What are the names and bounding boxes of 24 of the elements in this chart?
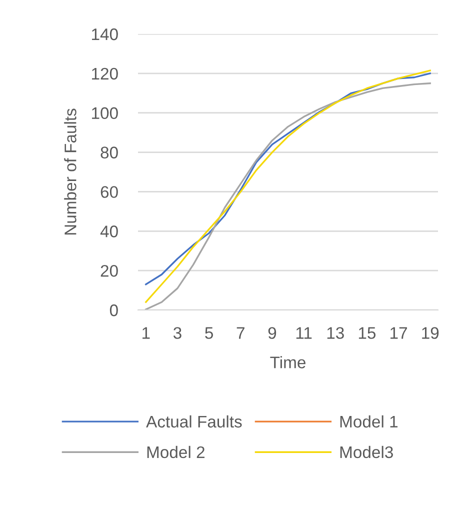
y-tick-label: 140: [92, 28, 118, 40]
y-tick-label: 0: [110, 304, 118, 316]
y-tick-label: 60: [100, 186, 118, 198]
legend-label: Model3: [340, 446, 393, 458]
y-tick-label: 40: [100, 226, 118, 238]
x-tick-label: 11: [296, 327, 312, 339]
x-tick-label: 17: [390, 327, 407, 339]
y-tick-label: 120: [92, 68, 118, 80]
legend-label: Model 2: [147, 446, 204, 458]
x-tick-label: 9: [268, 327, 276, 339]
y-axis-title: Number of Faults: [64, 108, 76, 235]
x-tick-label: 1: [142, 327, 150, 339]
x-axis-title: Time: [270, 356, 306, 368]
legend-label: Model 1: [340, 415, 398, 428]
x-tick-label: 13: [327, 327, 344, 339]
x-tick-label: 19: [422, 327, 439, 339]
y-tick-label: 80: [100, 146, 118, 158]
y-tick-label: 100: [92, 107, 118, 120]
x-tick-label: 15: [358, 327, 376, 339]
legend-label: Actual Faults: [146, 415, 242, 428]
x-tick-label: 7: [236, 327, 244, 339]
x-tick-label: 5: [205, 327, 213, 339]
x-tick-label: 3: [173, 327, 182, 339]
y-tick-label: 20: [100, 264, 118, 277]
